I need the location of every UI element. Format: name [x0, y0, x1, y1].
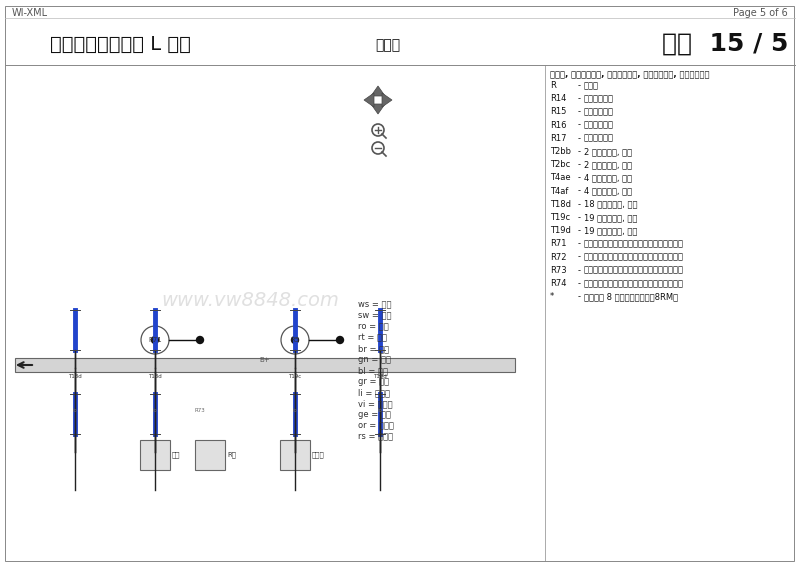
Text: 19 芯插头连接, 黑色: 19 芯插头连接, 黑色: [584, 213, 638, 222]
Text: 2 芯插头连接, 黑色: 2 芯插头连接, 黑色: [584, 160, 632, 169]
Circle shape: [151, 337, 158, 344]
Text: T2bb: T2bb: [550, 147, 571, 156]
Text: 4 芯插头连接, 黑色: 4 芯插头连接, 黑色: [584, 173, 632, 182]
Text: -: -: [578, 252, 581, 261]
Text: T4af: T4af: [550, 187, 568, 196]
Text: R16: R16: [550, 121, 566, 130]
Polygon shape: [371, 86, 385, 96]
Text: R74: R74: [550, 279, 566, 288]
Text: R小: R小: [227, 452, 236, 458]
Text: lo: lo: [153, 408, 158, 413]
Text: or = 橘黄色: or = 橘黄色: [358, 421, 394, 430]
Text: R17: R17: [550, 134, 566, 143]
Text: 仅用于带 8 个扬声器的汽车（8RM）: 仅用于带 8 个扬声器的汽车（8RM）: [584, 292, 678, 301]
Text: -: -: [578, 213, 581, 222]
Text: T18d: T18d: [68, 374, 82, 379]
Text: ro = 红色: ro = 红色: [358, 322, 389, 331]
Text: sw = 黑色: sw = 黑色: [358, 311, 391, 320]
Text: 19 芯插头连接, 黑色: 19 芯插头连接, 黑色: [584, 226, 638, 235]
Text: rs = 粉红色: rs = 粉红色: [358, 432, 393, 441]
Text: -: -: [578, 279, 581, 288]
Text: 编号  15 / 5: 编号 15 / 5: [662, 32, 788, 56]
Bar: [140, 440, 170, 470]
Text: 左后低音喇叭: 左后低音喇叭: [584, 108, 614, 117]
Text: 电路图: 电路图: [375, 38, 400, 52]
Text: 左后高音喇叭: 左后高音喇叭: [584, 94, 614, 103]
Text: 连接（负极，扬声器），在右后车门导线束中: 连接（负极，扬声器），在右后车门导线束中: [584, 279, 684, 288]
Text: 上海大众全新途安 L 轿车: 上海大众全新途安 L 轿车: [50, 35, 191, 54]
Polygon shape: [371, 104, 385, 114]
Circle shape: [337, 337, 343, 344]
Text: -: -: [578, 292, 581, 301]
Text: -: -: [578, 200, 581, 209]
Text: -: -: [578, 108, 581, 117]
Text: www.vw8848.com: www.vw8848.com: [161, 290, 339, 310]
Text: R72: R72: [550, 252, 566, 261]
Text: lo: lo: [73, 408, 78, 413]
Text: 居小内: 居小内: [312, 452, 325, 458]
Text: 连接（负极，扬声器），在左后车门导线束中: 连接（负极，扬声器），在左后车门导线束中: [584, 252, 684, 261]
Text: bl = 蓝色: bl = 蓝色: [358, 366, 388, 375]
Text: 4 芯插头连接, 黑色: 4 芯插头连接, 黑色: [584, 187, 632, 196]
Text: gr = 灰色: gr = 灰色: [358, 377, 389, 386]
Text: -: -: [578, 173, 581, 182]
Text: 2 芯插头连接, 黑色: 2 芯插头连接, 黑色: [584, 147, 632, 156]
Bar: [15, 358, 515, 372]
Text: R15: R15: [550, 108, 566, 117]
Text: 连接（正极，扬声器），在右后车门导线束中: 连接（正极，扬声器），在右后车门导线束中: [584, 266, 684, 275]
Text: br = 褐色: br = 褐色: [358, 344, 389, 353]
Text: T4ae: T4ae: [550, 173, 570, 182]
Text: ge = 黄色: ge = 黄色: [358, 410, 391, 419]
Text: -: -: [578, 187, 581, 196]
Text: WI-XML: WI-XML: [12, 8, 48, 18]
Text: R5: R5: [290, 337, 299, 343]
Text: lo: lo: [293, 408, 298, 413]
Circle shape: [291, 337, 298, 344]
Text: 右后低音喇叭: 右后低音喇叭: [584, 134, 614, 143]
Text: T2bc: T2bc: [550, 160, 570, 169]
Text: R71: R71: [550, 239, 566, 248]
Text: -: -: [578, 121, 581, 130]
Text: 收音机, 左后高音喇叭, 左后低音喇叭, 右后高音喇叭, 右后低音喇叭: 收音机, 左后高音喇叭, 左后低音喇叭, 右后高音喇叭, 右后低音喇叭: [550, 70, 710, 79]
Text: ws = 白色: ws = 白色: [358, 300, 391, 309]
Text: B+: B+: [260, 357, 270, 363]
Text: -: -: [578, 134, 581, 143]
Text: T18d: T18d: [550, 200, 571, 209]
Bar: [280, 440, 310, 470]
Text: T18d: T18d: [148, 374, 162, 379]
Polygon shape: [364, 93, 374, 107]
Text: T19d: T19d: [550, 226, 571, 235]
Text: R: R: [550, 81, 556, 90]
Text: *: *: [550, 292, 554, 301]
Text: -: -: [578, 94, 581, 103]
Text: 居小: 居小: [172, 452, 181, 458]
Text: rt = 红色: rt = 红色: [358, 333, 387, 342]
Text: -: -: [578, 239, 581, 248]
Text: T19c: T19c: [550, 213, 570, 222]
Text: gn = 绿色: gn = 绿色: [358, 355, 391, 364]
Text: -: -: [578, 266, 581, 275]
Text: -: -: [578, 81, 581, 90]
Text: Page 5 of 6: Page 5 of 6: [734, 8, 788, 18]
Circle shape: [197, 337, 203, 344]
Text: R73: R73: [550, 266, 566, 275]
Polygon shape: [382, 93, 392, 107]
Text: -: -: [578, 147, 581, 156]
Text: li = 淡紫色: li = 淡紫色: [358, 388, 390, 397]
Text: lo: lo: [378, 408, 382, 413]
Text: 18 芯插头连接, 黑色: 18 芯插头连接, 黑色: [584, 200, 638, 209]
Text: R14: R14: [550, 94, 566, 103]
Text: 右后高音喇叭: 右后高音喇叭: [584, 121, 614, 130]
Text: T19c: T19c: [288, 374, 302, 379]
Text: R71: R71: [148, 337, 162, 343]
Text: T19d: T19d: [373, 374, 387, 379]
Text: R73: R73: [194, 408, 206, 413]
Text: -: -: [578, 226, 581, 235]
Text: vi = 淡紫色: vi = 淡紫色: [358, 399, 393, 408]
Text: 连接（正极，扬声器），在左后车门导线束中: 连接（正极，扬声器），在左后车门导线束中: [584, 239, 684, 248]
Text: 收音机: 收音机: [584, 81, 599, 90]
Text: -: -: [578, 160, 581, 169]
Bar: [195, 440, 225, 470]
